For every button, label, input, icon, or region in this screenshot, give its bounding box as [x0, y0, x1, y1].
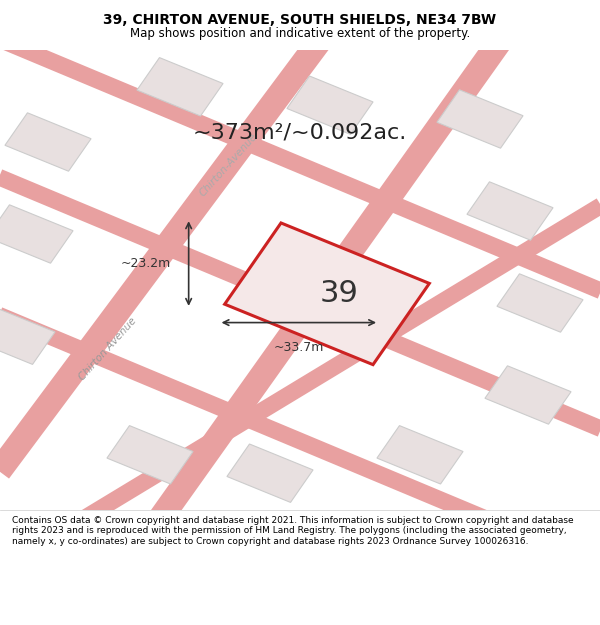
Polygon shape [377, 426, 463, 484]
Polygon shape [0, 306, 55, 364]
Text: Contains OS data © Crown copyright and database right 2021. This information is : Contains OS data © Crown copyright and d… [12, 516, 574, 546]
Polygon shape [137, 58, 223, 116]
Polygon shape [0, 205, 73, 263]
Polygon shape [437, 90, 523, 148]
Polygon shape [227, 444, 313, 503]
Polygon shape [497, 274, 583, 332]
Text: ~23.2m: ~23.2m [121, 257, 170, 270]
Text: ~373m²/~0.092ac.: ~373m²/~0.092ac. [193, 122, 407, 142]
Text: 39: 39 [320, 279, 358, 308]
Text: Map shows position and indicative extent of the property.: Map shows position and indicative extent… [130, 27, 470, 40]
Polygon shape [287, 76, 373, 134]
Polygon shape [224, 223, 430, 364]
Text: 39, CHIRTON AVENUE, SOUTH SHIELDS, NE34 7BW: 39, CHIRTON AVENUE, SOUTH SHIELDS, NE34 … [103, 12, 497, 26]
Text: ~33.7m: ~33.7m [274, 341, 324, 354]
Polygon shape [467, 182, 553, 240]
Polygon shape [485, 366, 571, 424]
Text: Chirton-Avenue: Chirton-Avenue [197, 131, 259, 199]
Polygon shape [107, 426, 193, 484]
Polygon shape [5, 112, 91, 171]
Text: Chirton Avenue: Chirton Avenue [77, 316, 139, 382]
